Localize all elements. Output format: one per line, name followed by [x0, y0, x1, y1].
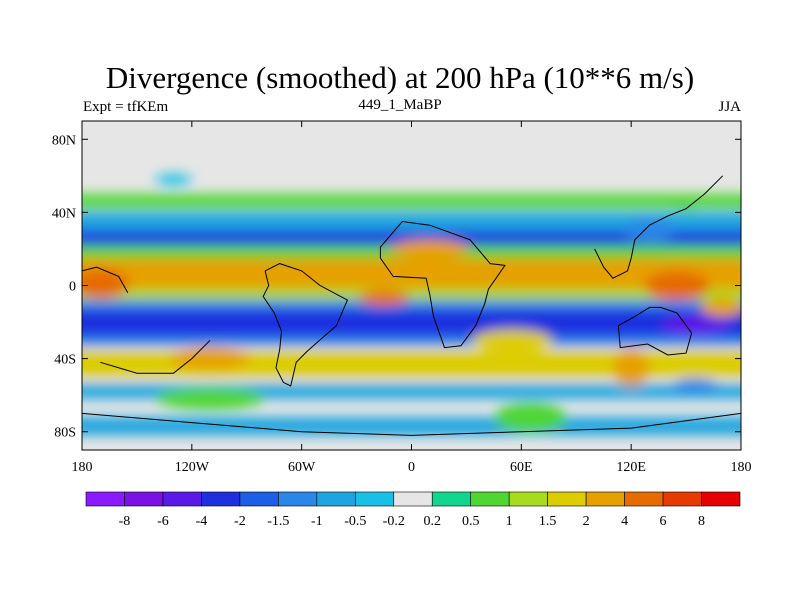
colorbar-swatch-4: [239, 491, 279, 507]
colorbar-swatch-2: [162, 491, 202, 507]
coastline-2: [594, 175, 724, 279]
coastlines: [82, 175, 741, 436]
field-band-6: [82, 300, 741, 310]
field-band-11: [82, 417, 741, 436]
colorbar-label-1: -6: [157, 514, 169, 529]
colorbar-label-14: 6: [660, 514, 667, 529]
colorbar-label-5: -1: [311, 514, 323, 529]
colorbar-label-15: 8: [698, 514, 705, 529]
field-feature-10: [623, 219, 676, 242]
field-feature-2: [358, 290, 410, 306]
x-tick-label-4: 60E: [510, 460, 533, 475]
x-axis: 180 120W 60W 0 60E 120E 180: [72, 121, 752, 475]
season-label: JJA: [718, 99, 741, 115]
run-label: 449_1_MaBP: [358, 97, 442, 113]
coastline-5: [100, 339, 211, 374]
coastline-0: [262, 263, 349, 387]
colorbar-label-0: -8: [119, 514, 131, 529]
colorbar-swatch-8: [393, 491, 433, 507]
field-layer: [82, 121, 741, 450]
experiment-label: Expt = tfKEm: [83, 99, 169, 115]
coastline-3: [617, 306, 693, 356]
colorbar-swatch-6: [316, 491, 356, 507]
field-band-2: [82, 230, 741, 246]
colorbar-label-6: -0.5: [344, 514, 366, 529]
x-tick-label-3: 0: [408, 460, 415, 475]
colorbar-swatch-13: [585, 491, 625, 507]
divergence-field: [82, 174, 741, 436]
field-feature-11: [667, 195, 705, 211]
colorbar-swatch-9: [431, 491, 472, 507]
colorbar-label-8: 0.2: [423, 514, 441, 529]
field-feature-12: [155, 174, 192, 185]
colorbar-label-2: -4: [196, 514, 208, 529]
field-feature-3: [643, 270, 710, 301]
chart-title: Divergence (smoothed) at 200 hPa (10**6 …: [105, 60, 695, 95]
colorbar-label-10: 1: [506, 514, 513, 529]
coastline-6: [82, 412, 741, 436]
field-band-7: [82, 309, 741, 337]
field-feature-4: [662, 314, 729, 337]
colorbar-swatch-7: [354, 491, 395, 507]
colorbar-swatch-16: [701, 491, 741, 507]
y-tick-label-4: 80S: [54, 426, 76, 441]
colorbar-swatch-12: [547, 491, 587, 507]
x-tick-label-2: 60W: [288, 460, 316, 475]
colorbar-swatch-3: [201, 491, 241, 507]
field-feature-1: [389, 239, 471, 259]
field-band-5: [82, 289, 741, 301]
y-tick-label-2: 0: [69, 280, 76, 295]
colorbar-label-11: 1.5: [539, 514, 557, 529]
y-tick-label-3: 40S: [54, 353, 76, 368]
colorbar-label-7: -0.2: [383, 514, 405, 529]
field-feature-13: [493, 402, 568, 432]
y-axis: 80N 40N 0 40S 80S: [52, 133, 741, 441]
field-feature-7: [169, 347, 251, 370]
colorbar-swatch-10: [470, 491, 510, 507]
colorbar-swatch-0: [85, 491, 125, 507]
field-band-4: [82, 258, 741, 290]
colorbar-swatch-5: [278, 491, 318, 507]
x-tick-label-6: 180: [731, 460, 752, 475]
field-feature-14: [155, 387, 266, 410]
field-band-0: [82, 194, 741, 209]
field-feature-9: [673, 378, 718, 394]
colorbar-swatch-15: [662, 491, 702, 507]
coastline-1: [379, 220, 506, 349]
colorbar-label-3: -2: [234, 514, 246, 529]
colorbar-swatch-1: [124, 491, 164, 507]
colorbar-label-4: -1.5: [267, 514, 289, 529]
colorbar-label-13: 4: [621, 514, 628, 529]
colorbar-label-12: 2: [583, 514, 590, 529]
field-feature-5: [612, 349, 650, 387]
colorbar-label-9: 0.5: [462, 514, 480, 529]
colorbar-swatch-14: [624, 491, 664, 507]
coastline-4: [82, 266, 129, 294]
y-tick-label-1: 40N: [52, 206, 76, 221]
colorbar: -8 -6 -4 -2 -1.5 -1 -0.5 -0.2 0.2 0.5 1 1.5 2 4 6 8: [85, 491, 741, 529]
field-feature-0: [82, 269, 130, 299]
colorbar-swatch-11: [508, 491, 548, 507]
y-tick-label-0: 80N: [52, 133, 76, 148]
x-tick-label-1: 120W: [175, 460, 210, 475]
x-tick-label-5: 120E: [616, 460, 646, 475]
x-tick-label-0: 180: [72, 460, 93, 475]
field-feature-6: [471, 329, 553, 352]
field-feature-8: [700, 298, 741, 317]
field-band-1: [82, 212, 741, 231]
field-band-8: [82, 336, 741, 346]
